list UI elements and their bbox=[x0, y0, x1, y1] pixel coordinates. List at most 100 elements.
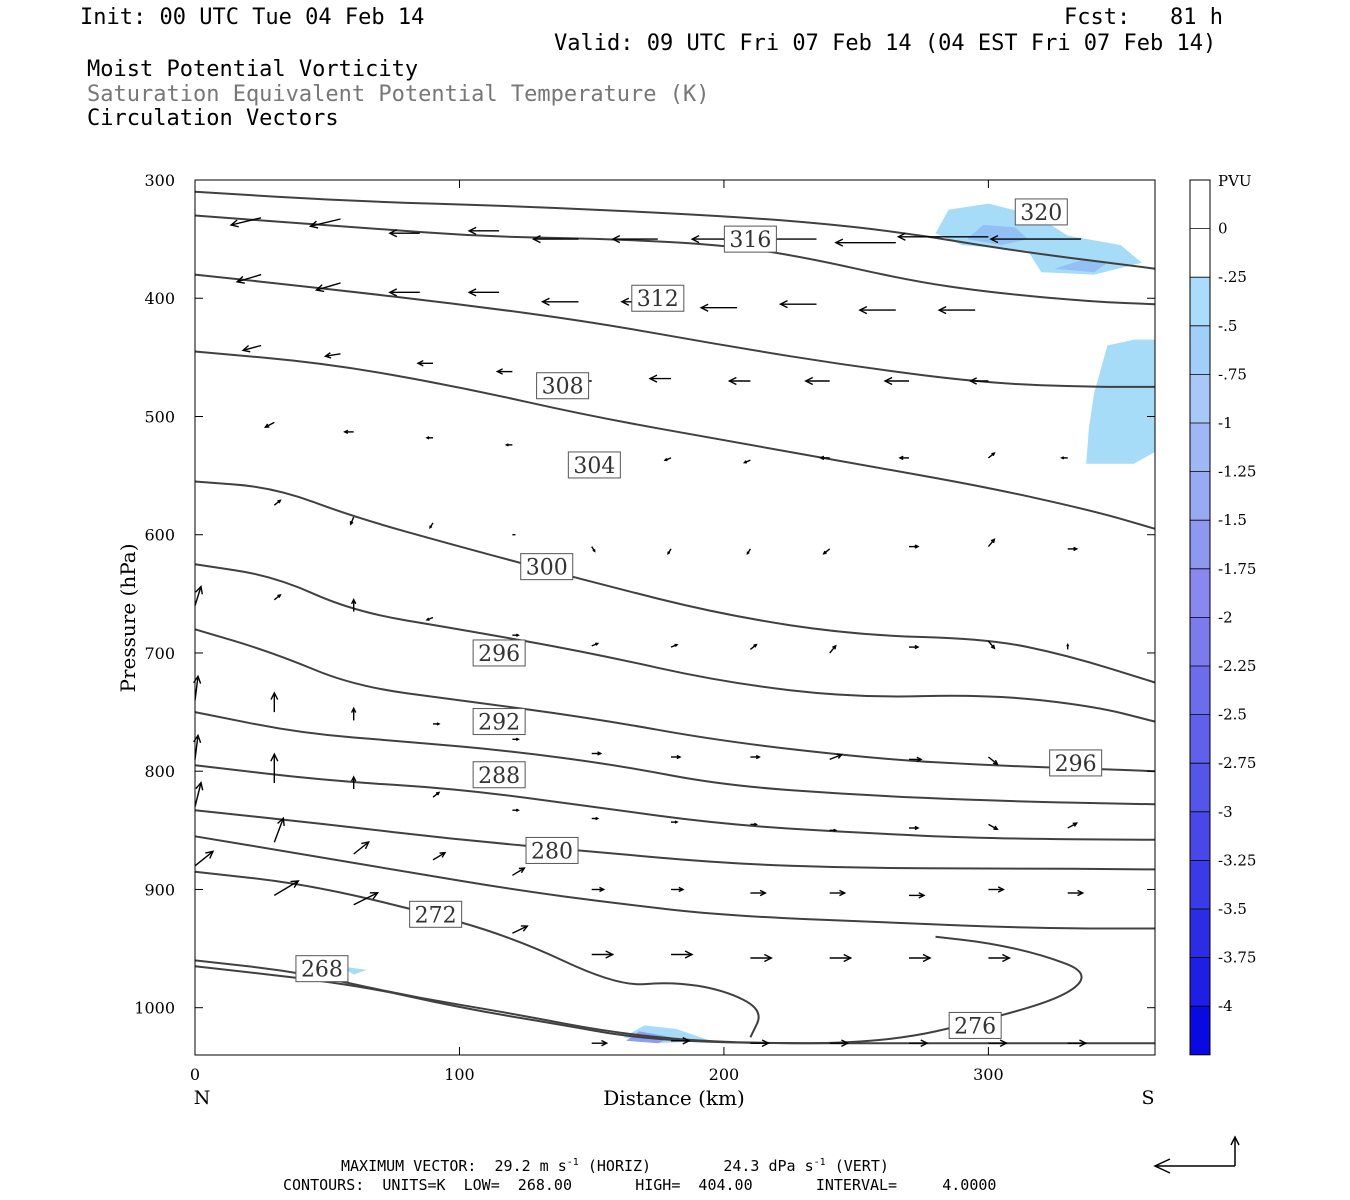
circulation-vector bbox=[273, 880, 300, 897]
circulation-vector bbox=[829, 953, 853, 963]
contour-info: CONTOURS: UNITS=K LOW= 268.00 HIGH= 404.… bbox=[283, 1176, 997, 1194]
contour-label-text: 296 bbox=[1055, 752, 1097, 777]
circulation-vector bbox=[343, 429, 354, 435]
circulation-vector bbox=[829, 1039, 850, 1047]
vector-head bbox=[195, 584, 203, 595]
circulation-vector bbox=[834, 238, 896, 247]
contour-label-box bbox=[295, 955, 349, 983]
contour-label-box bbox=[567, 451, 621, 479]
circulation-vector bbox=[987, 452, 996, 459]
init-time: Init: 00 UTC Tue 04 Feb 14 bbox=[80, 5, 425, 30]
contour-label-box bbox=[536, 372, 590, 400]
vector-head bbox=[595, 816, 600, 821]
x-tick-label: 100 bbox=[444, 1065, 475, 1084]
contour-label-text: 304 bbox=[573, 454, 615, 479]
theta-es-contour bbox=[194, 711, 1156, 806]
vector-head bbox=[648, 374, 658, 383]
x-tick-label: 300 bbox=[973, 1065, 1004, 1084]
vector-head bbox=[388, 288, 398, 297]
vector-head bbox=[270, 752, 279, 762]
circulation-vector bbox=[909, 825, 920, 831]
vector-shaft bbox=[194, 782, 202, 807]
vector-head bbox=[350, 706, 357, 713]
vector-head bbox=[916, 756, 923, 763]
vector-shaft bbox=[988, 823, 998, 830]
y-tick-label: 600 bbox=[144, 526, 175, 545]
circulation-vector bbox=[829, 828, 838, 833]
vector-shaft bbox=[512, 867, 525, 876]
circulation-vector bbox=[433, 722, 441, 726]
vector-head bbox=[989, 234, 999, 244]
vector-head bbox=[515, 808, 520, 812]
colorbar-label: -3 bbox=[1218, 803, 1233, 821]
circulation-vector bbox=[512, 737, 520, 741]
circulation-vector bbox=[531, 234, 579, 244]
circulation-vector bbox=[194, 584, 203, 606]
circulation-vector bbox=[512, 925, 529, 934]
vector-head bbox=[937, 305, 947, 315]
circulation-vector bbox=[241, 344, 262, 353]
reference-vector-icon bbox=[1153, 1135, 1240, 1174]
contour-label-box bbox=[525, 836, 579, 864]
vector-head bbox=[435, 791, 441, 796]
vector-head bbox=[241, 344, 251, 353]
circulation-vector bbox=[495, 368, 513, 375]
circulation-vector bbox=[663, 457, 672, 462]
vector-shaft bbox=[273, 880, 299, 897]
vector-head bbox=[819, 455, 825, 461]
y-tick-label: 800 bbox=[144, 762, 175, 781]
contour-label-box bbox=[472, 761, 526, 789]
circulation-vector bbox=[968, 377, 989, 385]
circulation-vector bbox=[425, 436, 433, 440]
contour-label-text: 292 bbox=[478, 711, 520, 736]
circulation-vector bbox=[937, 305, 976, 315]
vector-head bbox=[416, 360, 424, 367]
vector-shaft bbox=[512, 925, 528, 934]
vector-head bbox=[759, 889, 767, 897]
colorbar-swatch bbox=[1190, 423, 1210, 472]
circulation-vector bbox=[988, 1039, 1008, 1047]
circulation-vector bbox=[270, 752, 279, 783]
colorbar-label: -.5 bbox=[1218, 317, 1237, 335]
circulation-vector bbox=[1067, 822, 1079, 829]
circulation-vector bbox=[591, 642, 600, 647]
colorbar-swatch bbox=[1190, 811, 1210, 861]
circulation-vector bbox=[749, 643, 758, 650]
contour-label-text: 288 bbox=[478, 764, 520, 789]
contour-label: 272 bbox=[409, 900, 463, 928]
vector-shaft bbox=[242, 344, 262, 351]
circulation-vector bbox=[778, 300, 817, 309]
circulation-vector bbox=[467, 226, 500, 235]
circulation-vector bbox=[746, 548, 751, 556]
circulation-vector bbox=[504, 443, 513, 447]
vector-head bbox=[914, 544, 920, 549]
field-title-mpv: Moist Potential Vorticity bbox=[87, 57, 419, 82]
vector-head bbox=[674, 643, 679, 648]
contour-label: 280 bbox=[525, 836, 579, 864]
circulation-vector bbox=[988, 953, 1011, 963]
vector-shaft bbox=[230, 217, 262, 226]
vector-head bbox=[753, 822, 758, 827]
colorbar-label: -.25 bbox=[1218, 268, 1247, 286]
circulation-vector bbox=[896, 232, 989, 241]
vector-head bbox=[308, 220, 319, 229]
circulation-vector bbox=[429, 522, 434, 530]
contour-label: 292 bbox=[472, 708, 526, 736]
circulation-vector bbox=[1067, 1039, 1088, 1047]
vector-head bbox=[674, 820, 679, 824]
theta-es-contours bbox=[194, 190, 1156, 1045]
theta-es-contour bbox=[194, 764, 1156, 841]
circulation-vector bbox=[350, 706, 357, 721]
y-tick-label: 1000 bbox=[134, 999, 175, 1018]
y-tick-label: 500 bbox=[144, 407, 175, 426]
colorbar-label: -1 bbox=[1218, 414, 1233, 432]
circulation-vector bbox=[727, 376, 751, 386]
colorbar-label: 0 bbox=[1218, 220, 1228, 238]
contour-label: 304 bbox=[567, 451, 621, 479]
circulation-vector bbox=[989, 234, 1081, 244]
colorbar-label: -2.75 bbox=[1218, 754, 1256, 772]
circulation-vector bbox=[671, 886, 685, 893]
circulation-vector bbox=[742, 459, 751, 464]
circulation-vector bbox=[591, 751, 603, 756]
